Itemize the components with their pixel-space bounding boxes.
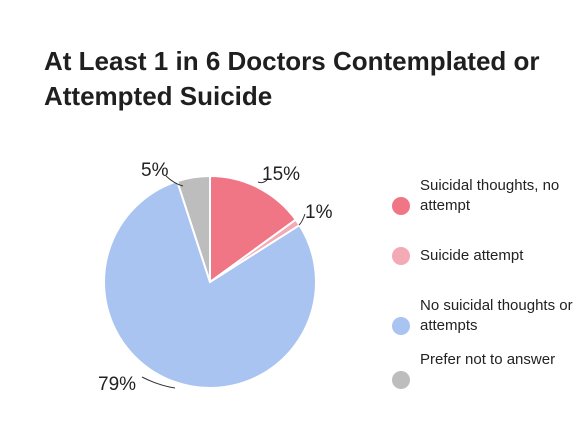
data-label-2: 79%	[98, 374, 136, 395]
data-label-0: 15%	[262, 164, 300, 185]
leader-line-2	[141, 376, 176, 389]
leader-line-3	[165, 175, 184, 187]
legend-label-1: Suicide attempt	[420, 247, 524, 264]
legend-label-2: No suicidal thoughts or attempts	[420, 297, 573, 334]
legend-swatch-1	[392, 247, 410, 265]
legend-item-0: Suicidal thoughts, no attempt	[392, 176, 580, 216]
pie-slice-2	[103, 179, 318, 389]
leader-line-0	[257, 179, 268, 184]
pie-slice-0	[209, 174, 298, 284]
chart-title: At Least 1 in 6 Doctors Contemplated or …	[44, 46, 540, 111]
data-label-3: 5%	[141, 160, 169, 181]
data-label-1: 1%	[305, 202, 333, 223]
legend-item-3: Prefer not to answer	[392, 350, 580, 389]
leader-line-1	[298, 213, 306, 226]
legend-swatch-0	[392, 197, 410, 215]
legend-label-0: Suicidal thoughts, no attempt	[420, 177, 560, 214]
legend-item-2: No suicidal thoughts or attempts	[392, 296, 580, 336]
legend-label-3: Prefer not to answer	[420, 351, 556, 368]
legend-item-1: Suicide attempt	[392, 246, 580, 266]
legend-swatch-2	[392, 317, 410, 335]
legend-swatch-3	[392, 371, 410, 389]
pie-slice-3	[175, 174, 211, 283]
